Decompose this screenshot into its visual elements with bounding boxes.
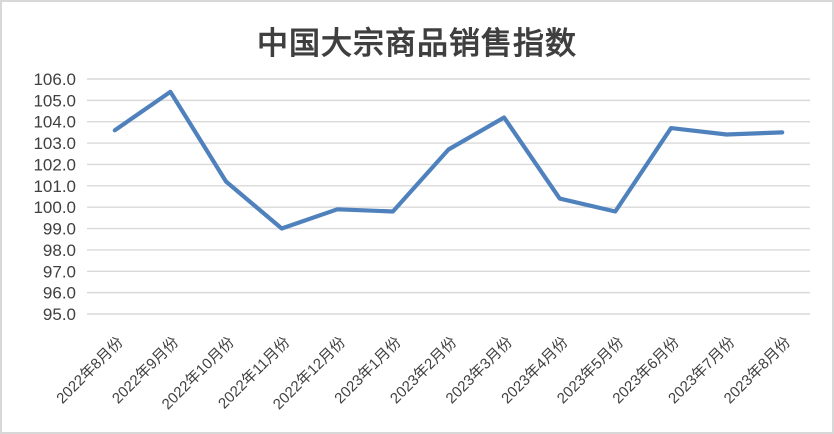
y-axis-tick-label: 100.0 (33, 198, 76, 217)
chart-title: 中国大宗商品销售指数 (257, 26, 577, 61)
y-axis-tick-label: 98.0 (43, 241, 76, 260)
y-axis-tick-label: 104.0 (33, 113, 76, 132)
y-axis-tick-label: 95.0 (43, 305, 76, 324)
y-axis-tick-label: 99.0 (43, 220, 76, 239)
y-axis-tick-label: 103.0 (33, 134, 76, 153)
y-axis-tick-label: 106.0 (33, 70, 76, 89)
y-axis-tick-label: 102.0 (33, 155, 76, 174)
y-axis-tick-label: 105.0 (33, 91, 76, 110)
y-axis-tick-label: 97.0 (43, 262, 76, 281)
y-axis-tick-label: 101.0 (33, 177, 76, 196)
y-axis-tick-label: 96.0 (43, 284, 76, 303)
data-line-series (112, 89, 785, 231)
